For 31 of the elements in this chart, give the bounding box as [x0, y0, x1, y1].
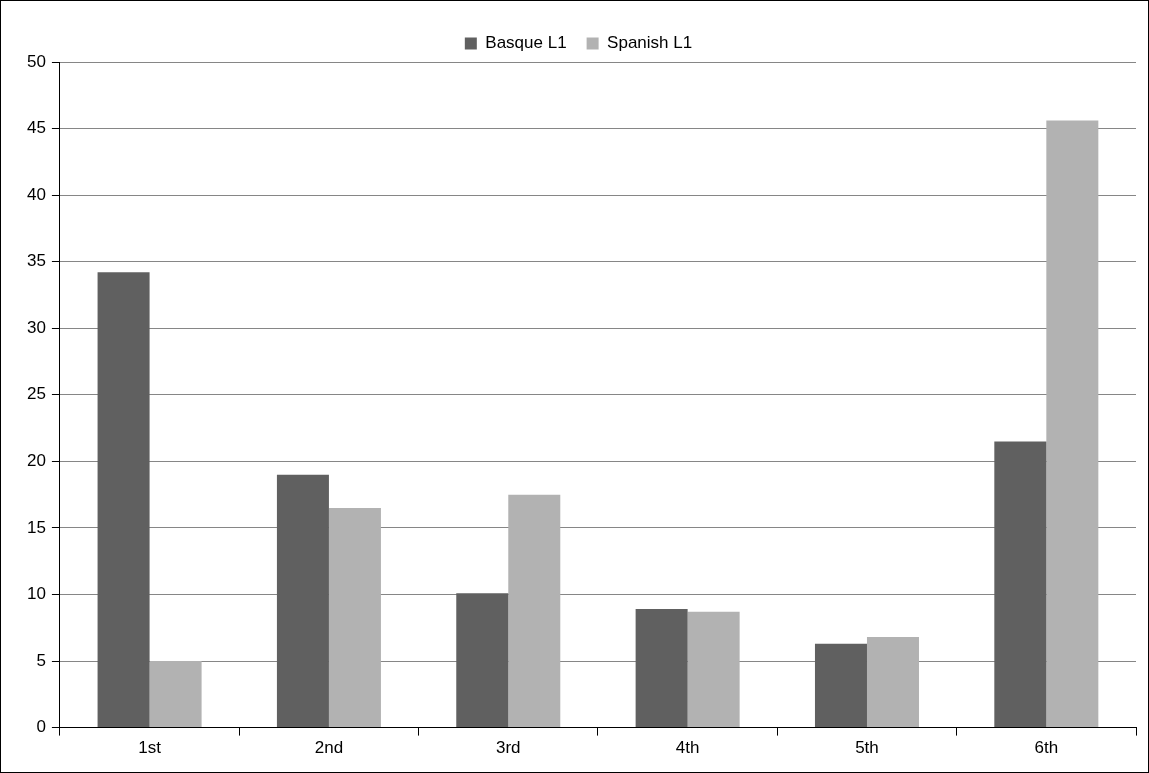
bar — [687, 611, 740, 728]
y-tick-label: 45 — [26, 118, 46, 138]
y-tick-label: 50 — [26, 51, 46, 71]
bar — [97, 272, 150, 728]
bar — [276, 474, 329, 728]
y-tick-label: 5 — [36, 650, 46, 670]
y-tick-label: 35 — [26, 251, 46, 271]
y-tick-label: 20 — [26, 451, 46, 471]
y-tick-label: 0 — [36, 717, 46, 737]
bar — [456, 593, 509, 728]
bar — [149, 661, 202, 728]
y-tick-label: 10 — [26, 584, 46, 604]
bar — [994, 441, 1047, 728]
bar — [328, 507, 381, 728]
y-tick-label: 40 — [26, 184, 46, 204]
bar — [635, 609, 688, 728]
y-tick-label: 30 — [26, 317, 46, 337]
legend-label: Basque L1 — [485, 33, 567, 53]
x-tick-label: 2nd — [314, 738, 344, 758]
bar — [866, 637, 919, 728]
x-tick-label: 4th — [675, 738, 700, 758]
x-tick-label: 3rd — [495, 738, 521, 758]
x-tick-label: 6th — [1034, 738, 1059, 758]
x-tick-label: 5th — [855, 738, 879, 758]
y-tick-label: 25 — [26, 384, 46, 404]
bar — [508, 494, 561, 728]
y-tick-label: 15 — [26, 517, 46, 537]
bar — [1046, 120, 1099, 728]
x-tick-label: 1st — [138, 738, 162, 758]
bar — [814, 643, 867, 728]
legend-label: Spanish L1 — [607, 33, 693, 53]
